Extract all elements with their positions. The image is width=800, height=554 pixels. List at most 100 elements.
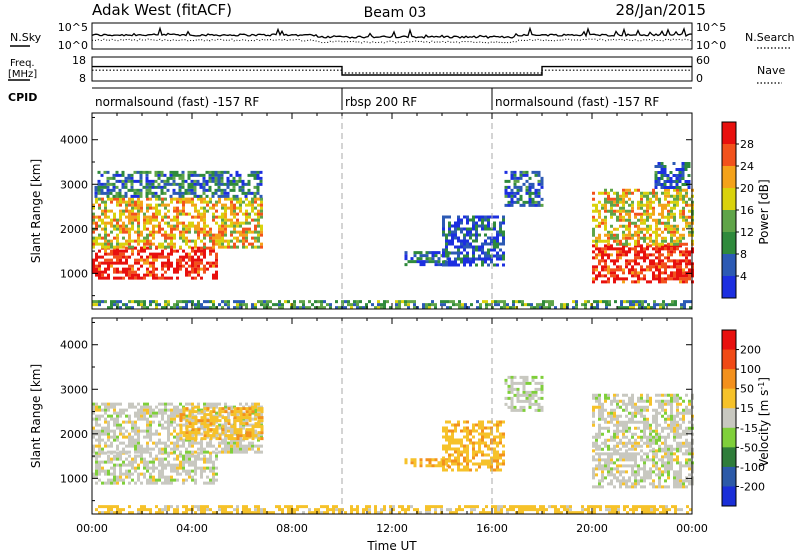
colorbar-tick-label: 8	[740, 248, 747, 261]
colorbar-swatch	[722, 369, 736, 390]
x-tick-label: 20:00	[576, 522, 608, 535]
echo-cells	[504, 375, 544, 412]
colorbar-swatch	[722, 188, 736, 211]
echo-cells	[92, 300, 662, 310]
colorbar-tick-label: 28	[740, 138, 754, 151]
colorbar-swatch	[722, 210, 736, 233]
nsky-label: N.Sky	[10, 31, 42, 44]
colorbar-tick-label: 16	[740, 204, 754, 217]
station-title: Adak West (fitACF)	[92, 1, 232, 19]
colorbar-swatch	[722, 349, 736, 370]
colorbar-tick-label: -100	[740, 461, 765, 474]
power-panel: 1000 2000 3000 4000 Slant Range [km] 4 8 12 16…	[29, 112, 771, 310]
echo-cells	[92, 197, 263, 249]
echo-cells	[98, 451, 215, 485]
y-tick-label: 3000	[60, 178, 88, 191]
x-tick-label: 04:00	[176, 522, 208, 535]
colorbar-swatch	[722, 276, 736, 299]
colorbar-swatch	[722, 466, 736, 487]
x-tick-label: 00:00	[76, 522, 108, 535]
colorbar-tick-label: 15	[740, 402, 754, 415]
noise-panel: N.Sky 10^5 10^0 10^5 10^0 N.Search	[10, 21, 795, 52]
echo-cells	[95, 505, 692, 515]
colorbar-tick-label: 20	[740, 182, 754, 195]
colorbar-swatch	[722, 408, 736, 429]
echo-cells	[92, 197, 263, 249]
nave-label: Nave	[757, 64, 785, 77]
velocity-ylabel: Slant Range [km]	[29, 364, 43, 468]
echo-cells	[98, 300, 692, 310]
nave-line	[92, 69, 692, 74]
echo-cells	[504, 170, 544, 207]
x-axis-label: Time UT	[366, 539, 417, 553]
power-ylabel: Slant Range [km]	[29, 159, 43, 263]
echo-cells	[592, 244, 694, 284]
echo-cells	[98, 246, 215, 277]
velocity-colorbar-label: Velocity [m s-1]	[757, 377, 771, 467]
x-tick-label: 08:00	[276, 522, 308, 535]
x-tick-label: 16:00	[476, 522, 508, 535]
freq-tick-lo: 8	[79, 72, 86, 85]
echo-cells	[592, 449, 694, 489]
noise-exp-left-hi: 10^5	[58, 21, 88, 34]
colorbar-swatch	[722, 486, 736, 507]
beam-title: Beam 03	[364, 5, 427, 21]
echo-cells	[654, 162, 691, 189]
nsearch-line	[92, 38, 693, 44]
colorbar-swatch	[722, 122, 736, 145]
colorbar-tick-label: 12	[740, 226, 754, 239]
nave-tick-hi: 60	[696, 54, 710, 67]
colorbar-tick-label: -50	[740, 441, 758, 454]
y-tick-label: 4000	[60, 339, 88, 352]
nave-tick-lo: 0	[696, 72, 703, 85]
cpid-segment-label: normalsound (fast) -157 RF	[95, 95, 259, 109]
colorbar-tick-label: -200	[740, 480, 765, 493]
x-tick-label: 12:00	[376, 522, 408, 535]
freq-panel: Freq. [MHz] 18 8 60 0 Nave	[8, 54, 785, 85]
colorbar-tick-label: -15	[740, 422, 758, 435]
echo-cells	[592, 244, 694, 284]
nsearch-label: N.Search	[745, 31, 795, 44]
velocity-panel: 1000 2000 3000 4000 00:00 04:00 08:00 12:00 16:…	[29, 317, 771, 553]
echo-cells	[404, 251, 450, 267]
nsky-line	[91, 26, 693, 39]
echo-cells	[442, 215, 505, 267]
y-tick-label: 2000	[60, 223, 88, 236]
cpid-segment-label: rbsp 200 RF	[345, 95, 417, 109]
echo-cells	[592, 449, 694, 489]
echo-cells	[442, 215, 505, 267]
colorbar-swatch	[722, 254, 736, 277]
echo-cells	[92, 451, 218, 485]
echo-cells	[404, 251, 450, 267]
y-tick-label: 3000	[60, 383, 88, 396]
echo-cells	[97, 170, 257, 198]
date-title: 28/Jan/2015	[616, 1, 707, 19]
echo-cells	[404, 458, 447, 468]
echo-cells	[504, 170, 541, 204]
colorbar-swatch	[722, 232, 736, 255]
echo-cells	[92, 246, 218, 280]
colorbar-swatch	[722, 166, 736, 189]
echo-cells	[410, 458, 450, 468]
freq-unit-label: [MHz]	[8, 69, 37, 80]
echo-cells	[504, 170, 544, 207]
echo-cells	[654, 162, 691, 189]
cpid-row: CPID normalsound (fast) -157 RF rbsp 200 …	[8, 87, 692, 110]
echo-cells	[592, 188, 691, 246]
echo-cells	[92, 300, 683, 310]
noise-exp-right-lo: 10^0	[696, 39, 726, 52]
noise-exp-right-hi: 10^5	[696, 21, 726, 34]
colorbar-swatch	[722, 427, 736, 448]
cpid-segment-label: normalsound (fast) -157 RF	[495, 95, 659, 109]
colorbar-swatch	[722, 388, 736, 409]
echo-cells	[404, 251, 450, 267]
echo-cells	[94, 170, 263, 198]
freq-label: Freq.	[10, 58, 35, 69]
noise-exp-left-lo: 10^0	[58, 39, 88, 52]
y-tick-label: 2000	[60, 428, 88, 441]
colorbar-swatch	[722, 330, 736, 351]
colorbar-tick-label: 200	[740, 344, 761, 357]
y-tick-label: 4000	[60, 134, 88, 147]
echo-cells	[442, 420, 505, 472]
echo-cells	[592, 393, 694, 451]
